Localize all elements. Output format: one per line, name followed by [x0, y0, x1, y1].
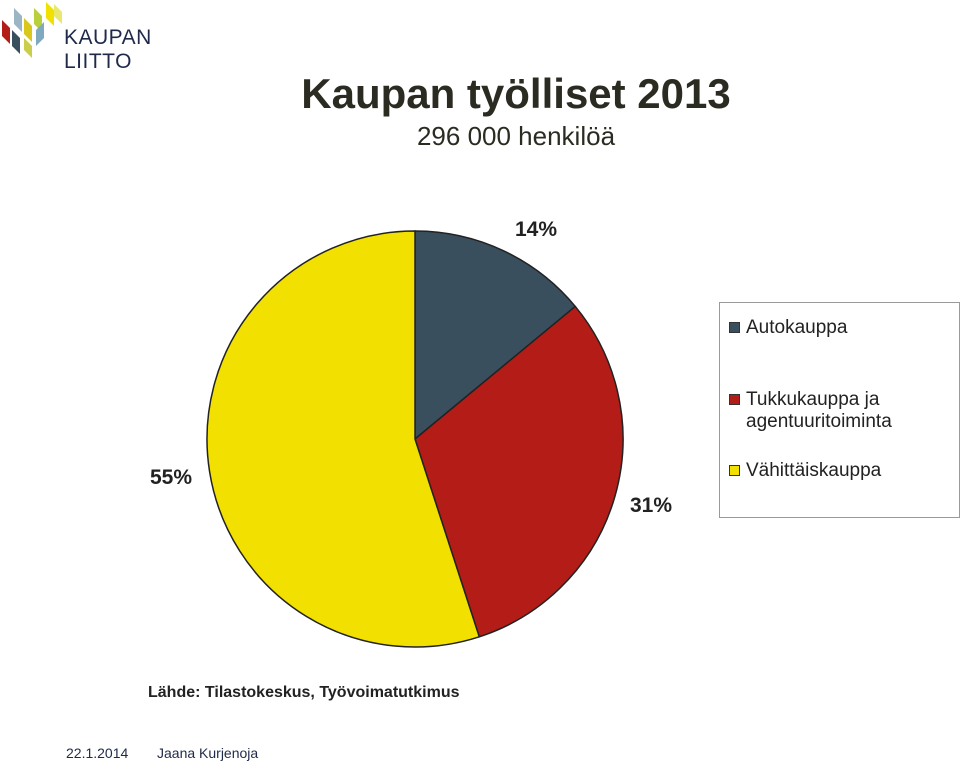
- legend-swatch: [729, 394, 740, 405]
- legend-label: Autokauppa: [746, 317, 848, 338]
- kaupan-liitto-logo: KAUPAN LIITTO: [0, 0, 215, 73]
- legend-label: Tukkukauppa ja: [746, 389, 880, 410]
- slice-label-1: 31%: [630, 494, 673, 517]
- source-note: Lähde: Tilastokeskus, Työvoimatutkimus: [148, 684, 460, 701]
- pie-slice-1: [414, 305, 624, 638]
- chart-title: Kaupan työlliset 2013: [301, 70, 731, 117]
- legend-item-2: Vähittäiskauppa: [729, 460, 882, 482]
- logo-text: KAUPAN LIITTO: [64, 26, 152, 73]
- slice-label-2: 55%: [150, 466, 193, 489]
- legend-label: agentuuritoiminta: [746, 411, 892, 432]
- chart-subtitle: 296 000 henkilöä: [416, 121, 616, 151]
- legend-swatch: [729, 465, 740, 476]
- footer-author: Jaana Kurjenoja: [157, 745, 259, 761]
- legend-item-1: Tukkukauppa ja agentuuritoiminta: [729, 389, 892, 433]
- legend-item-0: Autokauppa: [729, 317, 848, 339]
- legend-swatch: [729, 322, 740, 333]
- footer-date: 22.1.2014: [66, 745, 129, 761]
- pie-slice-2: [206, 230, 481, 648]
- slice-label-0: 14%: [515, 218, 558, 241]
- legend-label: Vähittäiskauppa: [746, 460, 882, 481]
- pie-slice-0: [414, 230, 577, 441]
- chart-legend: Autokauppa Tukkukauppa ja agentuuritoimint…: [719, 302, 960, 518]
- logo-mark-icon: [2, 2, 62, 58]
